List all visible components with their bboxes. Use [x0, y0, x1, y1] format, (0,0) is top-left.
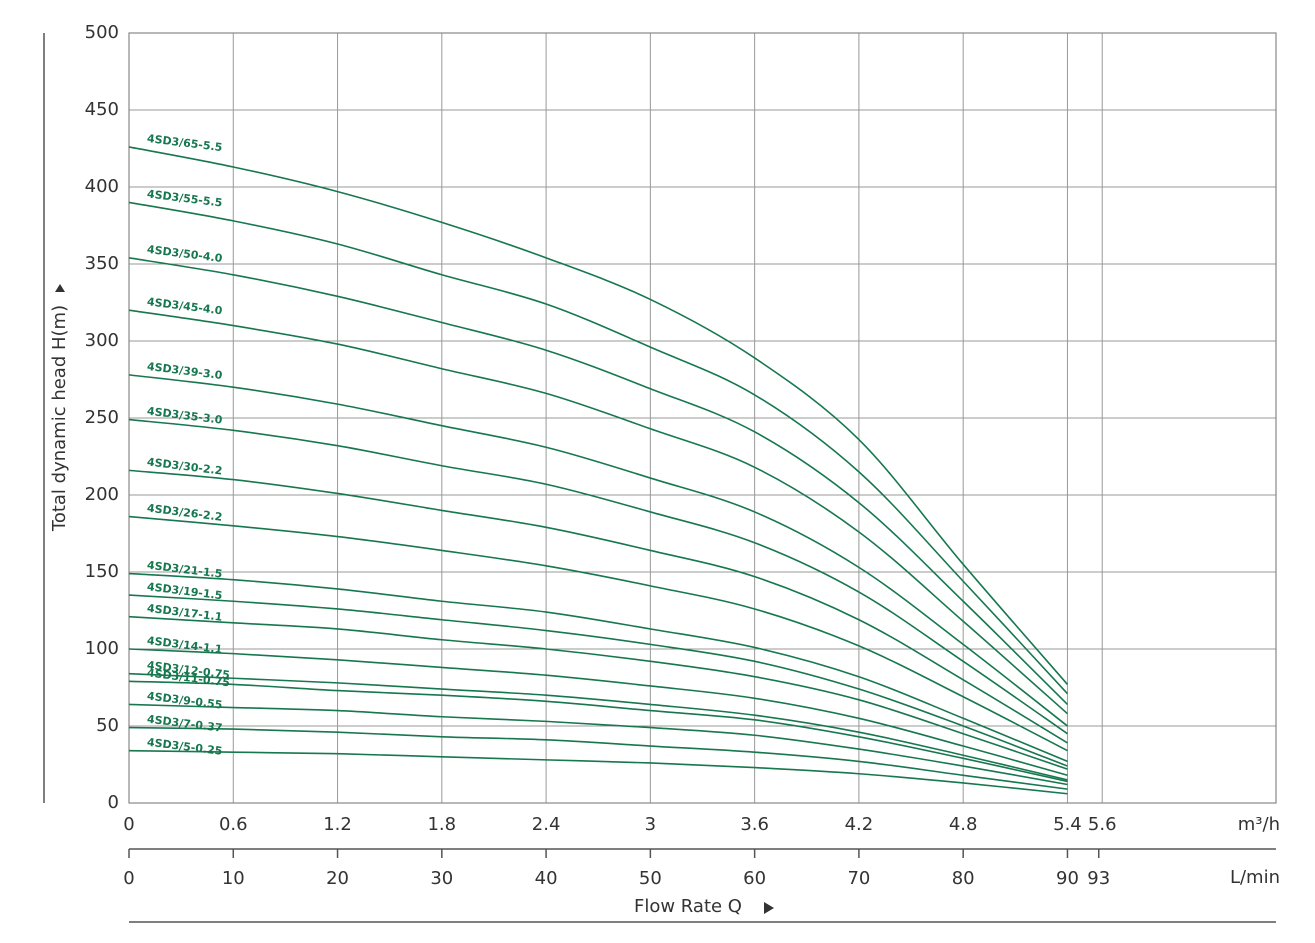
curve	[128, 594, 1068, 767]
x-tick-label: 2.4	[532, 814, 561, 835]
curve	[128, 572, 1068, 763]
x-tick-label: 4.2	[845, 814, 874, 835]
series-label: 4SD3/5-0.25	[146, 736, 223, 758]
y-axis-label: Total dynamic head H(m)	[49, 305, 70, 532]
x-tick-label: 5.4	[1053, 814, 1082, 835]
series-label: 4SD3/9-0.55	[146, 689, 223, 711]
y-tick-label: 350	[85, 253, 119, 274]
curve	[128, 309, 1068, 715]
curve	[128, 672, 1068, 781]
y-tick-label: 500	[85, 22, 119, 43]
curve	[128, 648, 1068, 777]
series-label: 4SD3/7-0.37	[146, 713, 223, 735]
curve	[128, 749, 1068, 795]
x-tick-label: 3.6	[740, 814, 769, 835]
x2-unit: L/min	[1230, 867, 1280, 888]
x-tick-label: 0.6	[219, 814, 248, 835]
x2-tick-label: 90	[1056, 868, 1079, 889]
x-arrow	[764, 902, 774, 914]
x2-tick-label: 70	[847, 868, 870, 889]
y-tick-label: 50	[96, 715, 119, 736]
y-tick-label: 300	[85, 330, 119, 351]
curve	[128, 726, 1068, 790]
x2-tick-label: 93	[1087, 868, 1110, 889]
series-label: 4SD3/14-1.1	[146, 634, 223, 656]
curve	[128, 201, 1069, 695]
x-tick-label: 3	[645, 814, 656, 835]
y-tick-label: 150	[85, 561, 119, 582]
y-arrow	[55, 284, 65, 292]
curve	[128, 615, 1068, 770]
y-tick-label: 250	[85, 407, 119, 428]
x2-tick-label: 30	[430, 868, 453, 889]
x-axis-label: Flow Rate Q	[634, 896, 742, 917]
x2-tick-label: 0	[123, 868, 134, 889]
curve	[128, 703, 1068, 786]
x-tick-label: 0	[123, 814, 134, 835]
y-tick-label: 400	[85, 176, 119, 197]
y-tick-label: 0	[108, 792, 119, 813]
x2-tick-label: 80	[952, 868, 975, 889]
curve	[128, 374, 1068, 727]
curve	[128, 146, 1069, 685]
x2-tick-label: 60	[743, 868, 766, 889]
x2-tick-label: 50	[639, 868, 662, 889]
y-tick-label: 100	[85, 638, 119, 659]
x-tick-label: 5.6	[1088, 814, 1117, 835]
curve	[128, 418, 1068, 735]
x2-tick-label: 40	[535, 868, 558, 889]
x-unit: m³/h	[1238, 814, 1280, 835]
x-tick-label: 1.2	[323, 814, 352, 835]
curve	[128, 680, 1068, 783]
y-tick-label: 200	[85, 484, 119, 505]
curve	[128, 515, 1068, 752]
series-label: 4SD3/35-3.0	[146, 405, 223, 427]
series-label: 4SD3/26-2.2	[146, 502, 223, 524]
x2-tick-label: 10	[222, 868, 245, 889]
curve	[128, 469, 1068, 744]
x-tick-label: 4.8	[949, 814, 978, 835]
x-tick-label: 1.8	[427, 814, 456, 835]
curve	[128, 257, 1069, 706]
plot-frame	[128, 32, 1277, 804]
y-tick-label: 450	[85, 99, 119, 120]
x2-tick-label: 20	[326, 868, 349, 889]
series-label: 4SD3/55-5.5	[146, 187, 223, 209]
series-label: 4SD3/65-5.5	[146, 132, 223, 154]
